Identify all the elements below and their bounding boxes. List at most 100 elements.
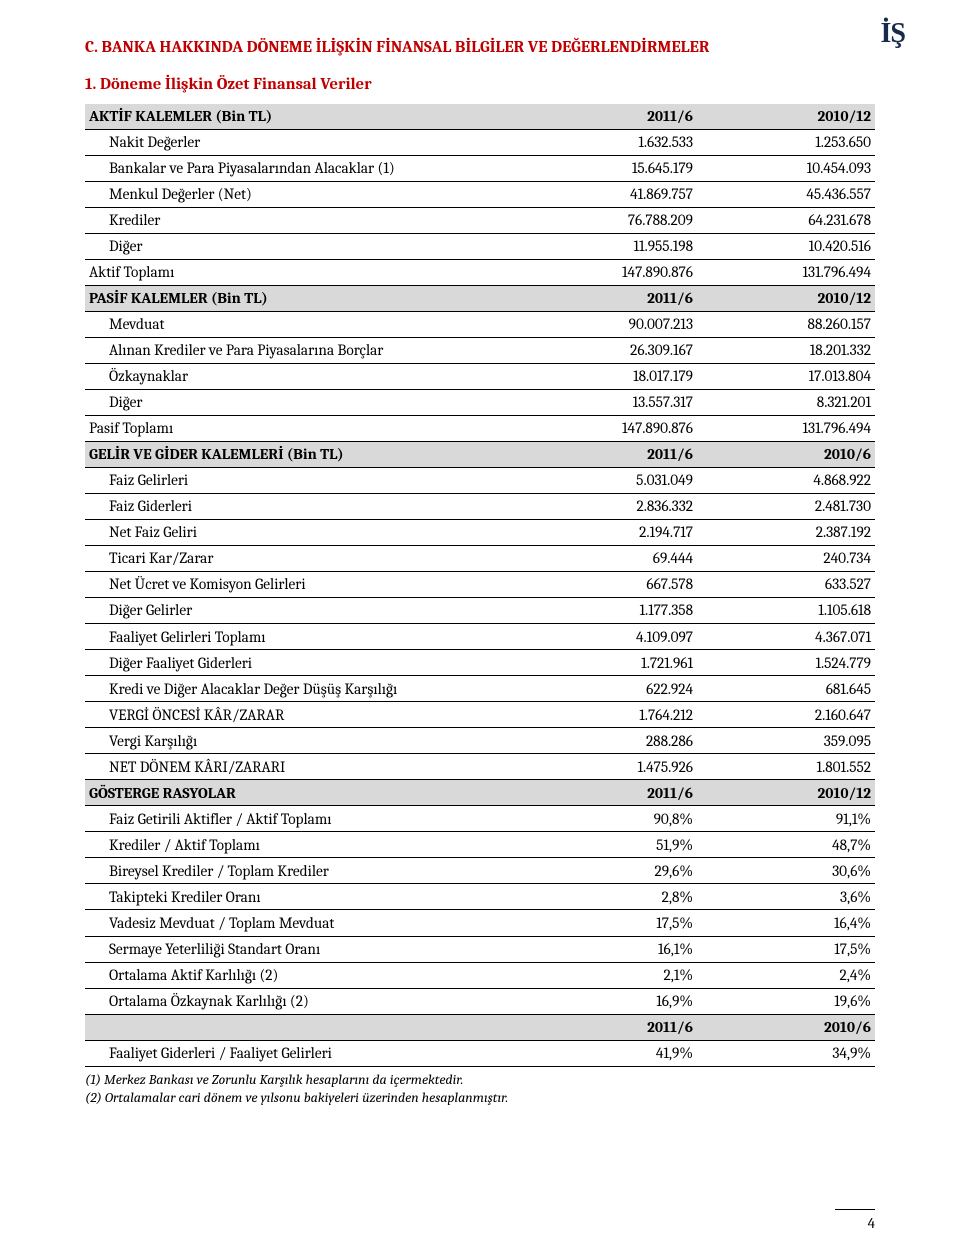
row-col1: 16,1% — [519, 936, 697, 962]
row-col1: 1.177.358 — [519, 598, 697, 624]
row-label: Bireysel Krediler / Toplam Krediler — [85, 858, 519, 884]
table-row: Diğer11.955.19810.420.516 — [85, 234, 875, 260]
row-label: Faiz Getirili Aktifler / Aktif Toplamı — [85, 806, 519, 832]
row-col2: 17,5% — [697, 936, 875, 962]
row-label: Nakit Değerler — [85, 130, 519, 156]
row-col2: 2010/6 — [697, 1014, 875, 1040]
row-col1: 622.924 — [519, 676, 697, 702]
row-label: Net Faiz Geliri — [85, 520, 519, 546]
page-number-rule — [835, 1209, 875, 1210]
row-col2: 10.420.516 — [697, 234, 875, 260]
table-row: Nakit Değerler1.632.5331.253.650 — [85, 130, 875, 156]
footnotes: (1) Merkez Bankası ve Zorunlu Karşılık h… — [85, 1071, 875, 1109]
row-label: Diğer Gelirler — [85, 598, 519, 624]
row-col1: 1.632.533 — [519, 130, 697, 156]
page: İŞ C. BANKA HAKKINDA DÖNEME İLİŞKİN FİNA… — [0, 0, 960, 1260]
row-col1: 2011/6 — [519, 1014, 697, 1040]
table-row: Faaliyet Giderleri / Faaliyet Gelirleri4… — [85, 1040, 875, 1066]
row-label — [85, 1014, 519, 1040]
row-col1: 90,8% — [519, 806, 697, 832]
row-col2: 91,1% — [697, 806, 875, 832]
row-col2: 30,6% — [697, 858, 875, 884]
row-col2: 359.095 — [697, 728, 875, 754]
row-label: Ticari Kar/Zarar — [85, 546, 519, 572]
table-row: Ortalama Özkaynak Karlılığı (2)16,9%19,6… — [85, 988, 875, 1014]
row-col1: 4.109.097 — [519, 624, 697, 650]
table-row: Vadesiz Mevduat / Toplam Mevduat17,5%16,… — [85, 910, 875, 936]
row-col2: 240.734 — [697, 546, 875, 572]
table-row: Net Faiz Geliri2.194.7172.387.192 — [85, 520, 875, 546]
row-label: Vadesiz Mevduat / Toplam Mevduat — [85, 910, 519, 936]
row-col1: 26.309.167 — [519, 338, 697, 364]
row-col2: 131.796.494 — [697, 260, 875, 286]
row-label: Faaliyet Giderleri / Faaliyet Gelirleri — [85, 1040, 519, 1066]
row-label: Kredi ve Diğer Alacaklar Değer Düşüş Kar… — [85, 676, 519, 702]
row-label: Takipteki Krediler Oranı — [85, 884, 519, 910]
row-col2: 16,4% — [697, 910, 875, 936]
row-col2: 2,4% — [697, 962, 875, 988]
row-col1: 1.475.926 — [519, 754, 697, 780]
row-col2: 1.524.779 — [697, 650, 875, 676]
row-col1: 41,9% — [519, 1040, 697, 1066]
table-row: Faaliyet Gelirleri Toplamı4.109.0974.367… — [85, 624, 875, 650]
row-col2: 88.260.157 — [697, 312, 875, 338]
row-col1: 2,8% — [519, 884, 697, 910]
row-col1: 18.017.179 — [519, 364, 697, 390]
row-col2: 2010/12 — [697, 286, 875, 312]
table-row: Aktif Toplamı147.890.876131.796.494 — [85, 260, 875, 286]
table-row: Menkul Değerler (Net)41.869.75745.436.55… — [85, 182, 875, 208]
row-col2: 1.801.552 — [697, 754, 875, 780]
table-row: Takipteki Krediler Oranı2,8%3,6% — [85, 884, 875, 910]
row-col2: 4.868.922 — [697, 468, 875, 494]
row-col1: 2,1% — [519, 962, 697, 988]
table-row: Krediler76.788.20964.231.678 — [85, 208, 875, 234]
row-col1: 1.764.212 — [519, 702, 697, 728]
row-label: Aktif Toplamı — [85, 260, 519, 286]
table-row: Faiz Giderleri2.836.3322.481.730 — [85, 494, 875, 520]
row-col1: 147.890.876 — [519, 260, 697, 286]
row-col1: 2011/6 — [519, 286, 697, 312]
financial-table: AKTİF KALEMLER (Bin TL)2011/62010/12Naki… — [85, 104, 875, 1067]
table-row: Özkaynaklar18.017.17917.013.804 — [85, 364, 875, 390]
row-col2: 2.481.730 — [697, 494, 875, 520]
row-label: Krediler / Aktif Toplamı — [85, 832, 519, 858]
row-col2: 18.201.332 — [697, 338, 875, 364]
row-label: Faaliyet Gelirleri Toplamı — [85, 624, 519, 650]
table-row: Ticari Kar/Zarar69.444240.734 — [85, 546, 875, 572]
row-col2: 2010/12 — [697, 780, 875, 806]
row-col2: 4.367.071 — [697, 624, 875, 650]
page-number: 4 — [868, 1214, 875, 1232]
row-col1: 667.578 — [519, 572, 697, 598]
table-row: Mevduat90.007.21388.260.157 — [85, 312, 875, 338]
row-col2: 48,7% — [697, 832, 875, 858]
table-row: NET DÖNEM KÂRI/ZARARI1.475.9261.801.552 — [85, 754, 875, 780]
row-label: Menkul Değerler (Net) — [85, 182, 519, 208]
table-row: 2011/62010/6 — [85, 1014, 875, 1040]
footnote-2: (2) Ortalamalar cari dönem ve yılsonu ba… — [85, 1089, 875, 1108]
row-col1: 2.194.717 — [519, 520, 697, 546]
row-label: AKTİF KALEMLER (Bin TL) — [85, 104, 519, 130]
row-col2: 2010/12 — [697, 104, 875, 130]
row-label: Alınan Krediler ve Para Piyasalarına Bor… — [85, 338, 519, 364]
row-label: Faiz Giderleri — [85, 494, 519, 520]
row-col1: 13.557.317 — [519, 390, 697, 416]
row-label: Ortalama Aktif Karlılığı (2) — [85, 962, 519, 988]
row-col1: 2011/6 — [519, 442, 697, 468]
table-row: Pasif Toplamı147.890.876131.796.494 — [85, 416, 875, 442]
row-label: GELİR VE GİDER KALEMLERİ (Bin TL) — [85, 442, 519, 468]
table-row: Ortalama Aktif Karlılığı (2)2,1%2,4% — [85, 962, 875, 988]
row-col2: 2010/6 — [697, 442, 875, 468]
table-row: Sermaye Yeterliliği Standart Oranı16,1%1… — [85, 936, 875, 962]
row-col2: 45.436.557 — [697, 182, 875, 208]
row-label: Net Ücret ve Komisyon Gelirleri — [85, 572, 519, 598]
row-col1: 1.721.961 — [519, 650, 697, 676]
row-col2: 131.796.494 — [697, 416, 875, 442]
row-col1: 16,9% — [519, 988, 697, 1014]
row-col2: 1.105.618 — [697, 598, 875, 624]
row-label: Faiz Gelirleri — [85, 468, 519, 494]
row-col2: 681.645 — [697, 676, 875, 702]
table-row: GÖSTERGE RASYOLAR2011/62010/12 — [85, 780, 875, 806]
row-col1: 90.007.213 — [519, 312, 697, 338]
table-row: VERGİ ÖNCESİ KÂR/ZARAR1.764.2122.160.647 — [85, 702, 875, 728]
row-col2: 19,6% — [697, 988, 875, 1014]
